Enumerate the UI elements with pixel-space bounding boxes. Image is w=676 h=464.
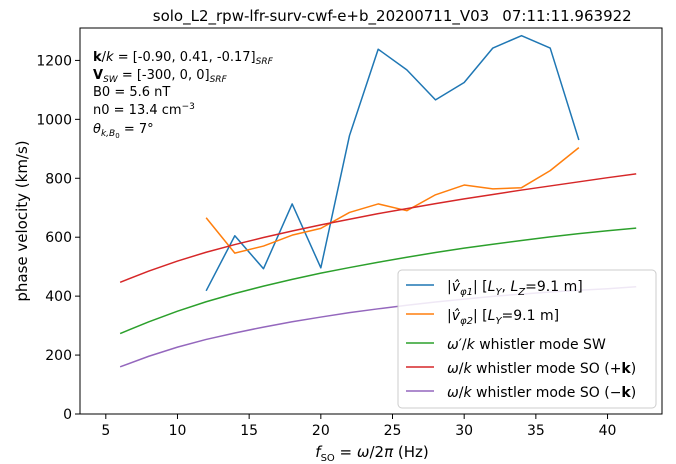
x-tick-label: 20 xyxy=(312,423,330,439)
y-tick-label: 800 xyxy=(45,171,72,187)
annotation-n0: n0 = 13.4 cm−3 xyxy=(93,102,195,118)
y-tick-label: 200 xyxy=(45,348,72,364)
plot-frame xyxy=(79,27,663,415)
x-tick-label: 25 xyxy=(384,423,402,439)
chart-timestamp: 07:11:11.963922 xyxy=(502,7,631,25)
legend-box xyxy=(397,269,657,409)
annotation-b0: B0 = 5.6 nT xyxy=(93,85,170,100)
series-line-so-plus xyxy=(119,173,637,283)
annotation-k-direction: k/k = [-0.90, 0.41, -0.17]SRF xyxy=(93,50,274,67)
y-tick-label: 400 xyxy=(45,289,72,305)
y-axis-label: phase velocity (km/s) xyxy=(13,140,31,301)
x-tick-label: 5 xyxy=(101,423,110,439)
x-axis-label: fSO = ω/2π (Hz) xyxy=(315,443,428,464)
y-tick-label: 0 xyxy=(63,407,72,423)
legend-label-vphi1: |v̂φ1| [LY, LZ=9.1 m] xyxy=(447,279,583,298)
annotation-theta: θk,B0 = 7° xyxy=(93,122,154,140)
legend-label-so-minus: ω/k whistler mode SO (−k) xyxy=(447,385,636,401)
legend: |v̂φ1| [LY, LZ=9.1 m] |v̂φ2| [LY=9.1 m] … xyxy=(397,269,657,409)
x-tick-label: 35 xyxy=(527,423,545,439)
x-tick-label: 30 xyxy=(455,423,473,439)
legend-label-sw: ω′/k whistler mode SW xyxy=(447,337,606,353)
y-tick-label: 1200 xyxy=(36,53,72,69)
annotation-vsw: VSW = [-300, 0, 0]SRF xyxy=(93,68,228,85)
y-tick-label: 1000 xyxy=(36,112,72,128)
y-tick-label: 600 xyxy=(45,230,72,246)
x-tick-label: 15 xyxy=(240,423,258,439)
series-line-vphi1 xyxy=(205,34,580,292)
legend-label-vphi2: |v̂φ2| [LY=9.1 m] xyxy=(447,308,559,327)
x-tick-label: 10 xyxy=(169,423,187,439)
x-tick-label: 40 xyxy=(599,423,617,439)
series-line-sw xyxy=(119,227,637,335)
series-line-vphi2 xyxy=(205,147,580,254)
parameters-annotation: k/k = [-0.90, 0.41, -0.17]SRF VSW = [-30… xyxy=(93,50,274,140)
svg-text:fSO = ω/2π (Hz): fSO = ω/2π (Hz) xyxy=(315,443,428,464)
y-axis-ticks: 0 200 400 600 800 1000 1200 xyxy=(36,53,80,423)
x-axis-ticks: 5 10 15 20 25 30 35 40 xyxy=(101,414,616,439)
chart-title: solo_L2_rpw-lfr-surv-cwf-e+b_20200711_V0… xyxy=(153,7,489,26)
legend-label-so-plus: ω/k whistler mode SO (+k) xyxy=(447,361,636,377)
